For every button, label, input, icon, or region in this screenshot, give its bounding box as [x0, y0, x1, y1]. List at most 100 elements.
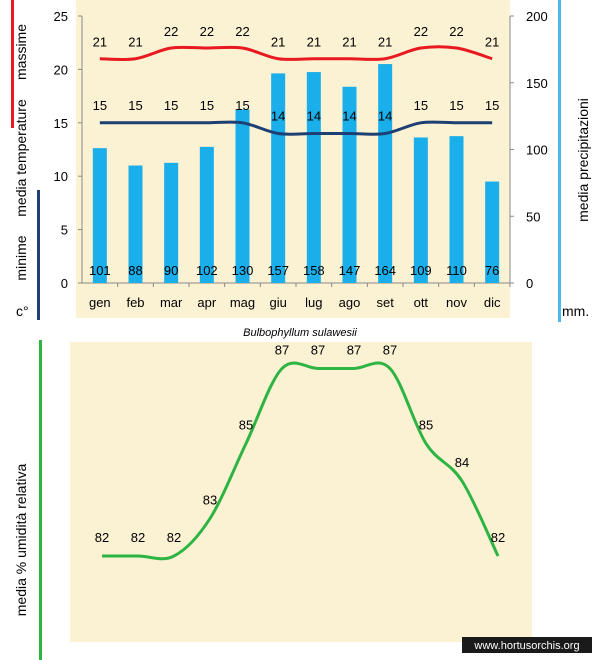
- min-temperature-label: 14: [307, 108, 321, 123]
- humidity-data-label-apr: 83: [203, 493, 217, 508]
- precipitation-data-label: 130: [232, 263, 254, 278]
- max-temperature-label: 21: [485, 35, 499, 50]
- humidity-data-label-lug: 87: [311, 343, 325, 358]
- max-temperature-label: 22: [414, 24, 428, 39]
- min-temperature-label: 15: [128, 98, 142, 113]
- x-tick-label-ago: ago: [339, 295, 361, 310]
- max-temperature-label: 22: [235, 24, 249, 39]
- precipitazioni-indicator-bar: [558, 0, 561, 322]
- min-temperature-label: 15: [164, 98, 178, 113]
- min-temperature-label: 15: [485, 98, 499, 113]
- humidity-data-label-gen: 82: [95, 530, 109, 545]
- mm-label: mm.: [562, 303, 589, 319]
- media-precipitazioni-label: media precipitazioni: [575, 98, 591, 222]
- max-temperature-label: 21: [271, 35, 285, 50]
- right-y-tick-label: 0: [526, 276, 533, 291]
- x-tick-label-mar: mar: [160, 295, 183, 310]
- min-temperature-label: 15: [200, 98, 214, 113]
- max-temperature-label: 22: [449, 24, 463, 39]
- precipitation-bar-nov: [449, 136, 464, 283]
- humidity-data-label-dic: 82: [491, 530, 505, 545]
- precipitation-data-label: 90: [164, 263, 178, 278]
- precipitation-data-label: 109: [410, 263, 432, 278]
- max-temperature-label: 21: [93, 35, 107, 50]
- minime-label: minime: [13, 235, 29, 280]
- minime-indicator-bar: [37, 190, 40, 320]
- precipitation-data-label: 147: [339, 263, 361, 278]
- humidity-data-label-feb: 82: [131, 530, 145, 545]
- min-temperature-label: 14: [271, 108, 285, 123]
- left-y-tick-label: 15: [54, 116, 68, 131]
- humidity-data-label-nov: 84: [455, 455, 469, 470]
- min-temperature-label: 14: [342, 108, 356, 123]
- media-umidita-label: media % umidità relativa: [13, 464, 29, 617]
- precipitation-bar-mag: [235, 109, 250, 283]
- x-tick-label-mag: mag: [230, 295, 255, 310]
- min-temperature-label: 15: [235, 98, 249, 113]
- media-temperature-label: media temperature: [13, 99, 29, 217]
- max-temperature-line: [99, 45, 493, 62]
- humidity-data-label-ott: 85: [419, 418, 433, 433]
- humidity-data-label-giu: 87: [275, 343, 289, 358]
- precipitation-data-label: 102: [196, 263, 218, 278]
- precipitation-bar-ott: [413, 137, 428, 283]
- climate-plot-area: [76, 0, 510, 318]
- humidity-data-label-mag: 85: [239, 418, 253, 433]
- humidity-line: [102, 361, 500, 561]
- precipitation-bar-dic: [485, 181, 500, 283]
- max-temperature-label: 21: [307, 35, 321, 50]
- precipitation-bar-lug: [306, 72, 321, 283]
- x-tick-label-gen: gen: [89, 295, 111, 310]
- precipitation-data-label: 110: [446, 263, 467, 278]
- min-temperature-label: 15: [449, 98, 463, 113]
- x-tick-label-ott: ott: [414, 295, 429, 310]
- min-temperature-line: [99, 120, 493, 136]
- precipitation-data-label: 164: [374, 263, 396, 278]
- humidity-data-label-mar: 82: [167, 530, 181, 545]
- precipitation-data-label: 158: [303, 263, 325, 278]
- x-tick-label-set: set: [376, 295, 394, 310]
- x-tick-label-dic: dic: [484, 295, 501, 310]
- left-y-tick-label: 20: [54, 62, 68, 77]
- right-y-tick-label: 100: [526, 143, 548, 158]
- left-y-tick-label: 5: [61, 223, 68, 238]
- humidity-data-label-ago: 87: [347, 343, 361, 358]
- precipitation-data-label: 157: [267, 263, 289, 278]
- x-tick-label-feb: feb: [126, 295, 144, 310]
- watermark: www.hortusorchis.org: [473, 640, 579, 652]
- precipitation-data-label: 101: [89, 263, 111, 278]
- celsius-label: c°: [16, 303, 29, 319]
- max-temperature-label: 21: [342, 35, 356, 50]
- max-temperature-label: 21: [378, 35, 392, 50]
- massime-label: massime: [13, 24, 29, 80]
- humidity-indicator-bar: [39, 340, 42, 660]
- max-temperature-label: 22: [164, 24, 178, 39]
- min-temperature-label: 15: [93, 98, 107, 113]
- humidity-data-label-set: 87: [383, 343, 397, 358]
- precipitation-bar-giu: [271, 73, 286, 283]
- max-temperature-label: 22: [200, 24, 214, 39]
- x-tick-label-giu: giu: [269, 295, 286, 310]
- x-tick-label-lug: lug: [305, 295, 322, 310]
- x-tick-label-nov: nov: [446, 295, 467, 310]
- right-y-tick-label: 50: [526, 209, 540, 224]
- precipitation-data-label: 76: [485, 263, 499, 278]
- right-y-tick-label: 150: [526, 76, 548, 91]
- precipitation-bar-apr: [199, 146, 214, 283]
- left-y-tick-label: 0: [61, 276, 68, 291]
- right-y-tick-label: 200: [526, 9, 548, 24]
- species-caption: Bulbophyllum sulawesii: [243, 327, 357, 339]
- precipitation-data-label: 88: [128, 263, 142, 278]
- left-y-tick-label: 10: [54, 169, 68, 184]
- left-y-tick-label: 25: [54, 9, 68, 24]
- min-temperature-label: 15: [414, 98, 428, 113]
- humidity-plot-area: [70, 342, 532, 642]
- max-temperature-label: 21: [128, 35, 142, 50]
- min-temperature-label: 14: [378, 108, 392, 123]
- x-tick-label-apr: apr: [197, 295, 216, 310]
- precipitation-bar-ago: [342, 86, 357, 283]
- precipitation-bar-set: [378, 64, 393, 283]
- precipitation-bar-mar: [164, 162, 179, 283]
- massime-indicator-bar: [11, 0, 14, 128]
